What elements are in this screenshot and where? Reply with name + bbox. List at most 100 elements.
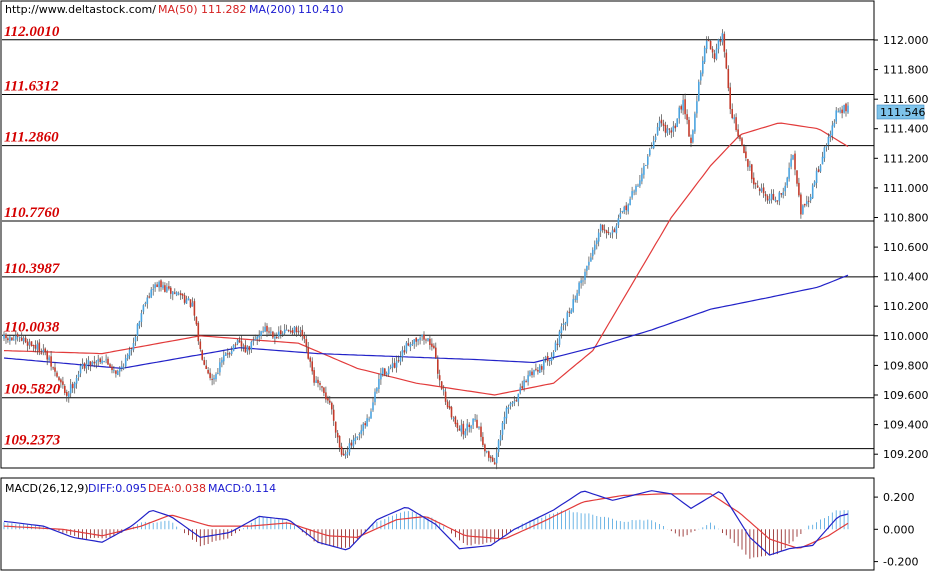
candle-body — [770, 193, 773, 200]
support-resistance-levels — [2, 39, 874, 450]
candle-body — [458, 428, 461, 431]
candle-body — [454, 416, 457, 425]
ma200-label: MA(200) — [249, 3, 296, 16]
candle-body — [48, 357, 50, 360]
candle-body — [796, 170, 798, 184]
candle-body — [811, 185, 814, 199]
candle-body — [144, 303, 147, 305]
candle-body — [743, 146, 745, 153]
price-tick-label: 109.800 — [883, 359, 929, 372]
candle-body — [702, 60, 704, 74]
candle-body — [523, 380, 525, 388]
ma200-value: 110.410 — [298, 3, 344, 16]
candle-body — [111, 366, 113, 371]
candle-body — [444, 391, 447, 402]
candle-body — [517, 393, 520, 402]
candle-body — [16, 334, 19, 337]
candle-body — [550, 356, 553, 361]
candle-body — [419, 337, 421, 341]
candle-body — [124, 358, 127, 367]
candle-body — [831, 125, 834, 136]
candle-body — [221, 359, 223, 363]
candle-body — [539, 365, 541, 373]
candle-body — [798, 182, 800, 196]
candle-body — [128, 349, 131, 356]
candle-body — [262, 331, 264, 333]
candle-body — [32, 345, 35, 346]
candle-body — [40, 352, 43, 354]
candle-body — [513, 401, 516, 403]
candle-body — [611, 230, 614, 234]
candle-body — [89, 361, 92, 366]
candle-body — [423, 334, 425, 340]
candle-body — [99, 358, 101, 362]
macd-tick-label: 0.200 — [883, 491, 915, 504]
candle-body — [698, 81, 700, 101]
candle-body — [344, 454, 347, 456]
candle-body — [113, 370, 115, 372]
candle-body — [613, 229, 616, 233]
price-tick-label: 109.400 — [883, 419, 929, 432]
macd-diff-label: DIFF:0.095 — [88, 482, 147, 495]
candle-body — [564, 322, 567, 325]
candle-body — [372, 402, 374, 411]
level-label: 111.6312 — [4, 79, 59, 95]
candle-body — [546, 356, 549, 362]
candle-body — [315, 380, 317, 383]
candle-body — [370, 411, 372, 419]
candle-body — [448, 406, 451, 409]
candle-body — [562, 323, 565, 325]
candle-body — [670, 130, 673, 133]
candle-body — [442, 390, 445, 392]
candle-body — [105, 359, 107, 361]
candle-body — [28, 342, 31, 345]
candle-body — [278, 331, 280, 337]
candle-body — [346, 452, 349, 455]
candle-body — [309, 357, 311, 362]
candle-body — [745, 151, 747, 158]
candle-body — [13, 339, 15, 341]
candle-body — [684, 99, 686, 115]
candle-body — [460, 425, 463, 432]
candle-body — [647, 156, 649, 165]
candle-body — [199, 341, 202, 349]
candle-body — [527, 375, 529, 382]
candle-body — [615, 225, 618, 234]
candle-body — [150, 289, 152, 298]
candle-body — [668, 128, 671, 130]
candle-body — [248, 346, 251, 351]
candle-body — [599, 224, 602, 232]
candle-body — [154, 284, 156, 289]
candle-body — [478, 427, 480, 429]
candle-body — [572, 299, 574, 312]
candle-body — [122, 367, 125, 369]
candle-body — [236, 340, 239, 344]
candle-body — [87, 359, 90, 365]
candle-body — [680, 106, 682, 110]
candle-body — [181, 293, 184, 296]
candle-body — [438, 375, 441, 381]
candle-body — [464, 431, 467, 436]
candle-body — [749, 165, 751, 168]
candle-body — [580, 280, 582, 284]
candle-body — [452, 417, 455, 419]
candle-body — [81, 363, 84, 367]
candle-body — [54, 367, 56, 372]
candle-body — [136, 324, 139, 336]
candle-body — [780, 193, 783, 195]
candle-body — [230, 351, 233, 354]
candle-body — [847, 105, 849, 113]
candle-body — [637, 185, 639, 187]
candle-body — [64, 386, 66, 393]
candle-body — [323, 387, 325, 393]
candle-body — [327, 398, 329, 401]
candle-body — [121, 366, 123, 369]
candle-body — [596, 240, 598, 244]
candle-body — [737, 129, 739, 136]
candle-body — [819, 165, 822, 172]
candle-body — [476, 419, 478, 428]
candle-body — [385, 373, 388, 375]
candle-body — [283, 329, 286, 334]
candle-body — [735, 117, 737, 130]
price-tick-label: 111.600 — [883, 93, 929, 106]
